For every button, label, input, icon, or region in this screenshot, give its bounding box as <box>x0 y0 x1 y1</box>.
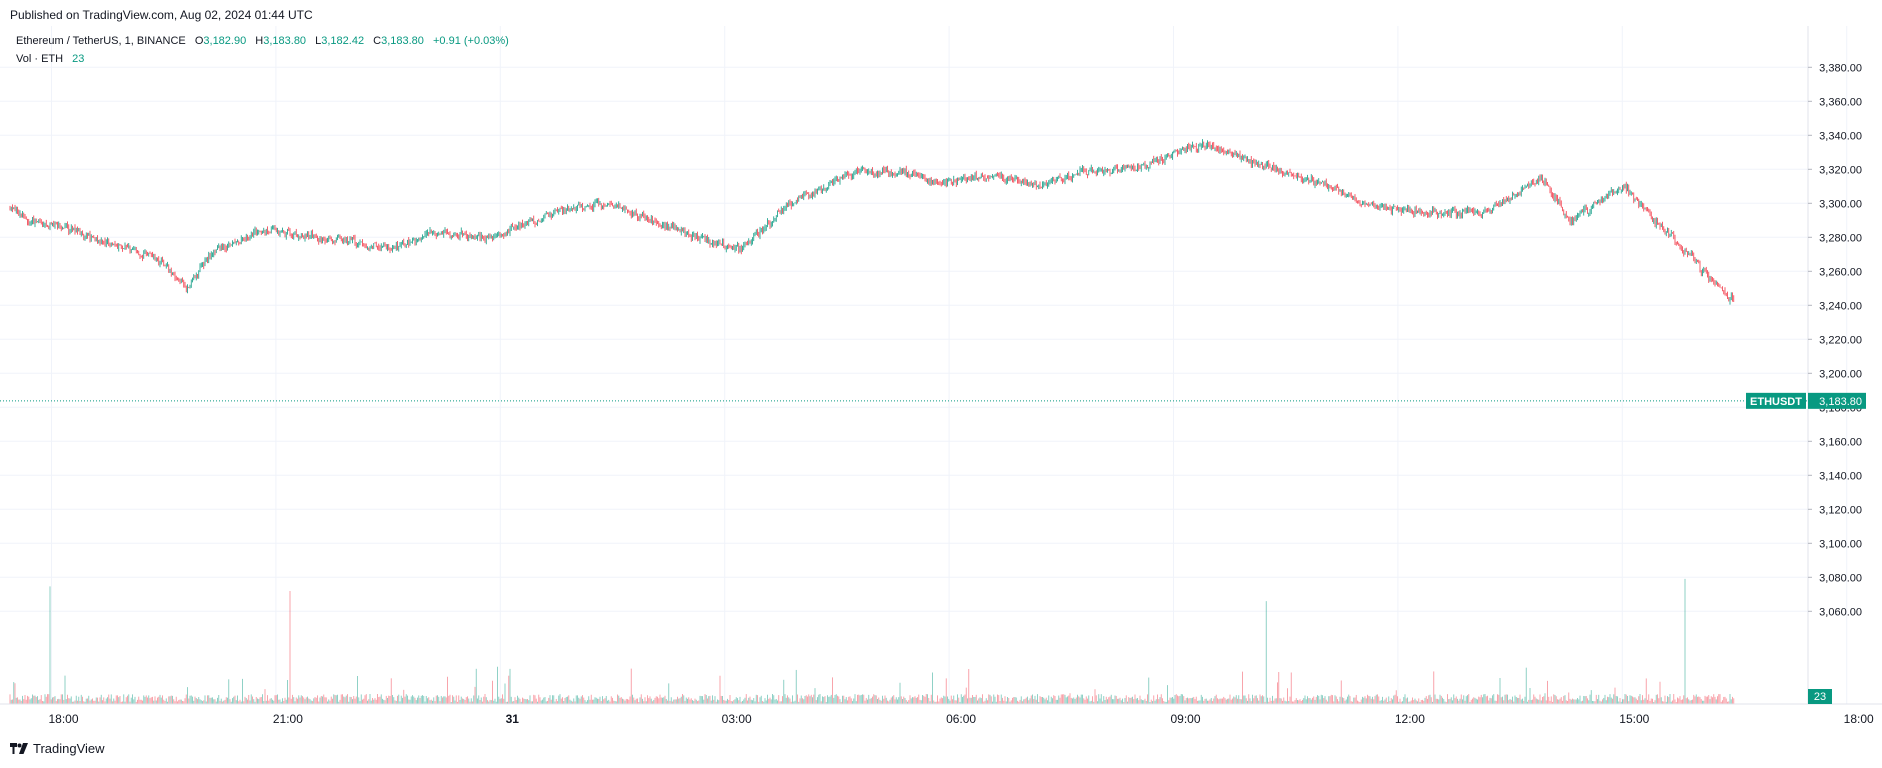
volume-tag-bg <box>1808 689 1832 704</box>
legend-open-value: 3,182.90 <box>203 35 247 47</box>
volume-tag-label: 23 <box>1814 691 1826 703</box>
y-tick-label: 3,380.00 <box>1819 62 1862 74</box>
legend-high-label: H <box>255 35 264 47</box>
x-tick-label: 06:00 <box>946 712 976 726</box>
footer-brand-text: TradingView <box>33 741 105 756</box>
legend-ohlc-row: Ethereum / TetherUS, 1, BINANCE O3,182.9… <box>16 35 509 47</box>
x-tick-label: 18:00 <box>48 712 78 726</box>
legend-change: +0.91 (+0.03%) <box>432 35 509 47</box>
y-tick-label: 3,260.00 <box>1819 266 1862 278</box>
footer-branding[interactable]: TradingView <box>10 741 105 756</box>
legend-high-value: 3,183.80 <box>263 35 307 47</box>
y-tick-label: 3,100.00 <box>1819 538 1862 550</box>
x-tick-label: 15:00 <box>1619 712 1649 726</box>
y-tick-label: 3,320.00 <box>1819 164 1862 176</box>
legend-close-value: 3,183.80 <box>381 35 424 47</box>
last-price-tag-label: 3,183.80 <box>1819 396 1862 408</box>
legend-low-value: 3,182.42 <box>321 35 365 47</box>
y-tick-label: 3,160.00 <box>1819 436 1862 448</box>
y-tick-label: 3,120.00 <box>1819 504 1862 516</box>
legend-volume-value: 23 <box>72 53 85 65</box>
y-tick-label: 3,280.00 <box>1819 232 1862 244</box>
y-tick-label: 3,200.00 <box>1819 368 1862 380</box>
last-price-tag: ETHUSDT 3,183.80 <box>1746 392 1866 409</box>
y-tick-label: 3,220.00 <box>1819 334 1862 346</box>
legend-low-label: L <box>315 35 322 47</box>
legend-close-label: C <box>373 35 382 47</box>
published-header: Published on TradingView.com, Aug 02, 20… <box>10 8 313 22</box>
y-tick-label: 3,140.00 <box>1819 470 1862 482</box>
tradingview-logo-icon <box>10 743 28 754</box>
y-tick-label: 3,360.00 <box>1819 96 1862 108</box>
y-tick-label: 3,300.00 <box>1819 198 1862 210</box>
legend-volume-label[interactable]: Vol · ETH <box>16 53 64 65</box>
legend-symbol[interactable]: Ethereum / TetherUS, 1, BINANCE <box>16 35 186 47</box>
chart-grid <box>0 26 1848 704</box>
y-tick-label: 3,060.00 <box>1819 606 1862 618</box>
price-axis[interactable]: 3,060.00 3,080.00 3,100.00 3,120.00 3,140.00… <box>1808 62 1862 618</box>
x-tick-label: 09:00 <box>1170 712 1200 726</box>
y-tick-label: 3,340.00 <box>1819 130 1862 142</box>
symbol-tag-label: ETHUSDT <box>1750 396 1802 408</box>
x-tick-label: 31 <box>506 712 520 726</box>
legend-open-label: O <box>194 35 204 47</box>
chart-pane-background <box>0 26 1808 704</box>
candlestick-series <box>9 139 1735 305</box>
symbol-tag-bg <box>1746 392 1806 409</box>
volume-bars <box>9 578 1735 704</box>
x-tick-label: 21:00 <box>273 712 303 726</box>
x-tick-label: 18:00 <box>1844 712 1874 726</box>
x-tick-label: 03:00 <box>722 712 752 726</box>
y-tick-label: 3,080.00 <box>1819 572 1862 584</box>
x-tick-label: 12:00 <box>1395 712 1425 726</box>
legend-volume-row: Vol · ETH 23 <box>16 53 84 65</box>
time-axis[interactable]: 18:00 21:00 31 03:00 06:00 09:00 12:00 15:00 18:… <box>48 712 1882 726</box>
last-price-tag-bg <box>1808 392 1866 409</box>
y-tick-label: 3,240.00 <box>1819 300 1862 312</box>
